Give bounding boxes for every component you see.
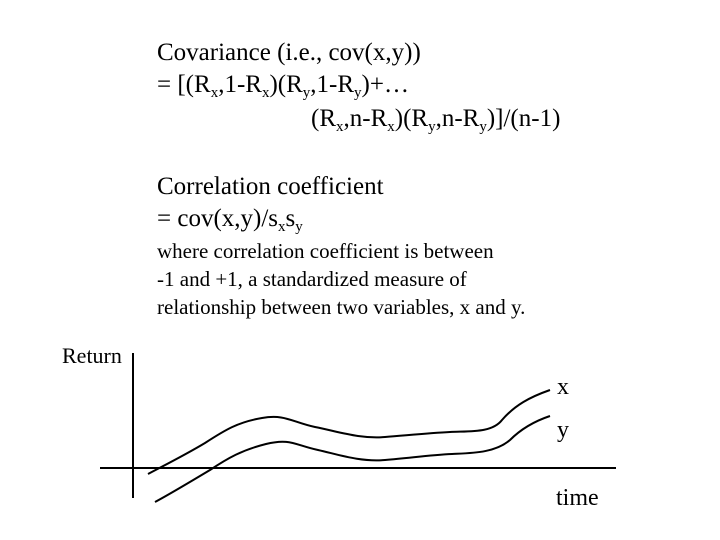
- cov-formula-line1: = [(Rx,1-Rx)(Ry,1-Ry)+…: [157, 71, 409, 101]
- corr-title: Correlation coefficient: [157, 173, 384, 200]
- corr-formula: = cov(x,y)/sxsy: [157, 205, 303, 235]
- series-x-label: x: [557, 374, 569, 400]
- note-line-3: relationship between two variables, x an…: [157, 295, 526, 319]
- series-y-curve: [154, 415, 551, 503]
- note-line-1: where correlation coefficient is between: [157, 239, 494, 263]
- x-axis-label: time: [556, 485, 599, 511]
- series-y-label: y: [557, 417, 569, 443]
- cov-title: Covariance (i.e., cov(x,y)): [157, 39, 421, 66]
- y-axis-label: Return: [62, 343, 122, 368]
- note-line-2: -1 and +1, a standardized measure of: [157, 267, 467, 291]
- series-x-curve: [147, 389, 551, 475]
- cov-formula-line2: (Rx,n-Rx)(Ry,n-Ry)]/(n-1): [311, 105, 561, 135]
